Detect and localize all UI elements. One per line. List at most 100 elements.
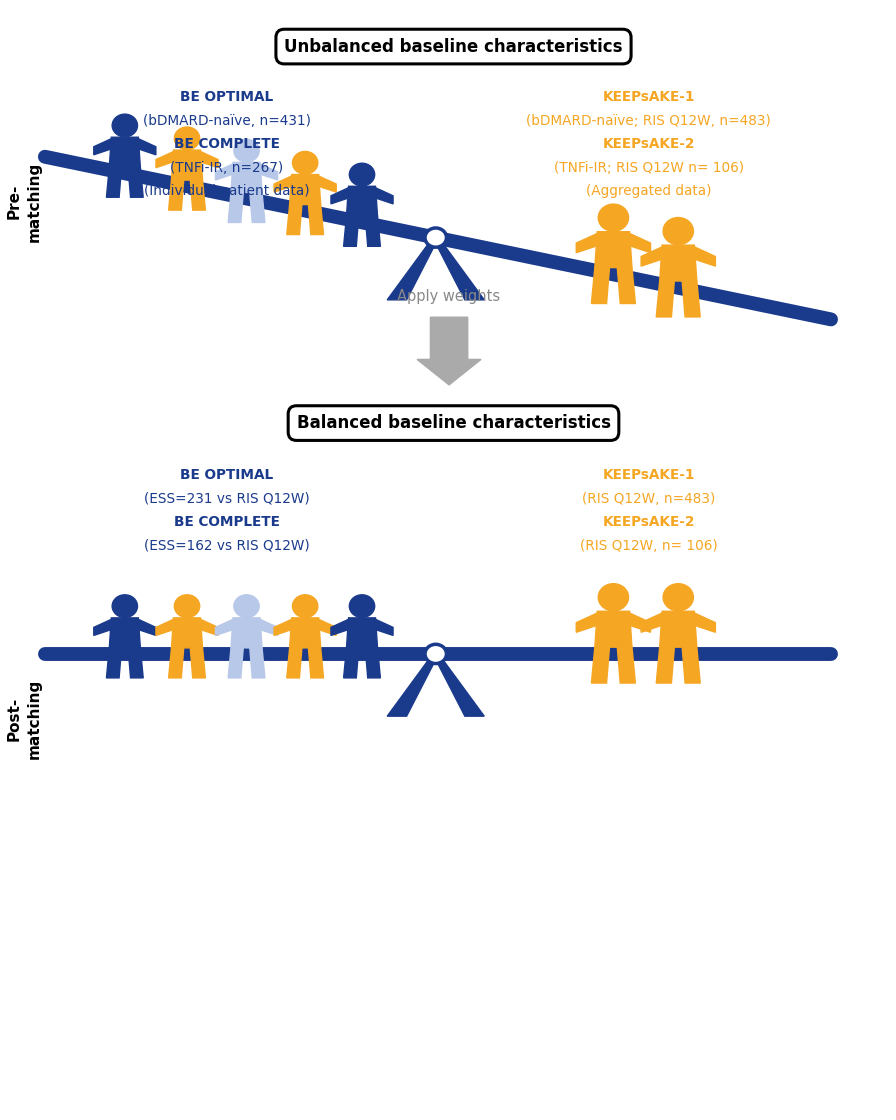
Polygon shape <box>331 619 349 635</box>
Polygon shape <box>319 176 336 193</box>
Polygon shape <box>287 205 302 234</box>
Polygon shape <box>289 618 321 647</box>
Polygon shape <box>190 180 205 211</box>
Polygon shape <box>171 618 202 647</box>
Polygon shape <box>347 618 377 647</box>
Polygon shape <box>576 613 598 633</box>
Text: KEEPsAKE-1: KEEPsAKE-1 <box>603 468 695 483</box>
Polygon shape <box>642 246 662 267</box>
Polygon shape <box>289 175 321 205</box>
Polygon shape <box>433 237 484 300</box>
Polygon shape <box>274 619 292 635</box>
Polygon shape <box>433 654 484 716</box>
Polygon shape <box>591 268 609 304</box>
Polygon shape <box>94 619 111 635</box>
Circle shape <box>112 595 137 617</box>
Text: BE COMPLETE: BE COMPLETE <box>174 138 280 151</box>
Polygon shape <box>308 205 323 234</box>
Circle shape <box>663 584 694 610</box>
Text: (TNFi-IR, n=267): (TNFi-IR, n=267) <box>170 161 284 175</box>
Polygon shape <box>344 216 358 246</box>
Polygon shape <box>156 151 174 168</box>
Circle shape <box>234 595 259 617</box>
Circle shape <box>292 595 318 617</box>
Polygon shape <box>138 139 156 155</box>
Circle shape <box>175 595 200 617</box>
Polygon shape <box>190 647 205 678</box>
Polygon shape <box>215 164 233 180</box>
Polygon shape <box>201 151 218 168</box>
Text: (RIS Q12W, n= 106): (RIS Q12W, n= 106) <box>580 539 718 553</box>
Polygon shape <box>366 647 381 678</box>
Polygon shape <box>694 246 715 267</box>
Polygon shape <box>375 619 393 635</box>
Polygon shape <box>107 647 122 678</box>
Text: Unbalanced baseline characteristics: Unbalanced baseline characteristics <box>284 38 623 56</box>
Polygon shape <box>656 647 675 683</box>
Circle shape <box>292 151 318 174</box>
Circle shape <box>663 217 694 244</box>
Polygon shape <box>366 216 381 246</box>
Text: (Aggregated data): (Aggregated data) <box>586 185 711 198</box>
Polygon shape <box>319 619 336 635</box>
Text: KEEPsAKE-2: KEEPsAKE-2 <box>603 515 695 530</box>
Text: Balanced baseline characteristics: Balanced baseline characteristics <box>297 414 610 432</box>
Circle shape <box>425 228 446 248</box>
Polygon shape <box>617 647 635 683</box>
Circle shape <box>425 644 446 663</box>
Circle shape <box>599 584 629 610</box>
Polygon shape <box>694 613 715 633</box>
Polygon shape <box>344 647 358 678</box>
Text: (TNFi-IR; RIS Q12W n= 106): (TNFi-IR; RIS Q12W n= 106) <box>554 161 744 175</box>
Text: KEEPsAKE-2: KEEPsAKE-2 <box>603 138 695 151</box>
Polygon shape <box>591 647 609 683</box>
Polygon shape <box>308 647 323 678</box>
Polygon shape <box>128 167 143 197</box>
Text: Post-
matching: Post- matching <box>7 679 42 759</box>
Polygon shape <box>576 233 598 253</box>
Polygon shape <box>617 268 635 304</box>
Text: (ESS=231 vs RIS Q12W): (ESS=231 vs RIS Q12W) <box>144 492 310 506</box>
Polygon shape <box>168 180 184 211</box>
Text: BE OPTIMAL: BE OPTIMAL <box>180 468 273 483</box>
Polygon shape <box>595 612 632 647</box>
Text: (bDMARD-naïve; RIS Q12W, n=483): (bDMARD-naïve; RIS Q12W, n=483) <box>527 114 771 128</box>
Polygon shape <box>595 232 632 268</box>
Polygon shape <box>260 164 278 180</box>
Polygon shape <box>171 150 202 180</box>
Polygon shape <box>287 647 302 678</box>
Polygon shape <box>231 618 262 647</box>
Text: KEEPsAKE-1: KEEPsAKE-1 <box>603 91 695 104</box>
Text: Apply weights: Apply weights <box>398 289 501 304</box>
Text: (ESS=162 vs RIS Q12W): (ESS=162 vs RIS Q12W) <box>144 539 310 553</box>
Polygon shape <box>656 281 675 317</box>
Text: (Individual patient data): (Individual patient data) <box>144 185 310 198</box>
Polygon shape <box>228 193 243 223</box>
Polygon shape <box>642 613 662 633</box>
Text: BE OPTIMAL: BE OPTIMAL <box>180 91 273 104</box>
Text: (bDMARD-naïve, n=431): (bDMARD-naïve, n=431) <box>143 114 311 128</box>
Polygon shape <box>168 647 184 678</box>
Circle shape <box>349 595 375 617</box>
Polygon shape <box>107 167 122 197</box>
Polygon shape <box>260 619 278 635</box>
Polygon shape <box>138 619 156 635</box>
Polygon shape <box>109 618 141 647</box>
FancyArrow shape <box>417 317 481 385</box>
Polygon shape <box>659 612 697 647</box>
Polygon shape <box>156 619 174 635</box>
Circle shape <box>599 204 629 231</box>
Polygon shape <box>231 162 262 193</box>
Circle shape <box>349 164 375 186</box>
Polygon shape <box>630 233 650 253</box>
Polygon shape <box>375 188 393 204</box>
Polygon shape <box>250 193 265 223</box>
Circle shape <box>234 139 259 162</box>
Polygon shape <box>659 245 697 281</box>
Polygon shape <box>274 176 292 193</box>
Polygon shape <box>331 188 349 204</box>
Circle shape <box>112 114 137 137</box>
Text: Pre-
matching: Pre- matching <box>7 161 42 242</box>
Polygon shape <box>228 647 243 678</box>
Polygon shape <box>201 619 218 635</box>
